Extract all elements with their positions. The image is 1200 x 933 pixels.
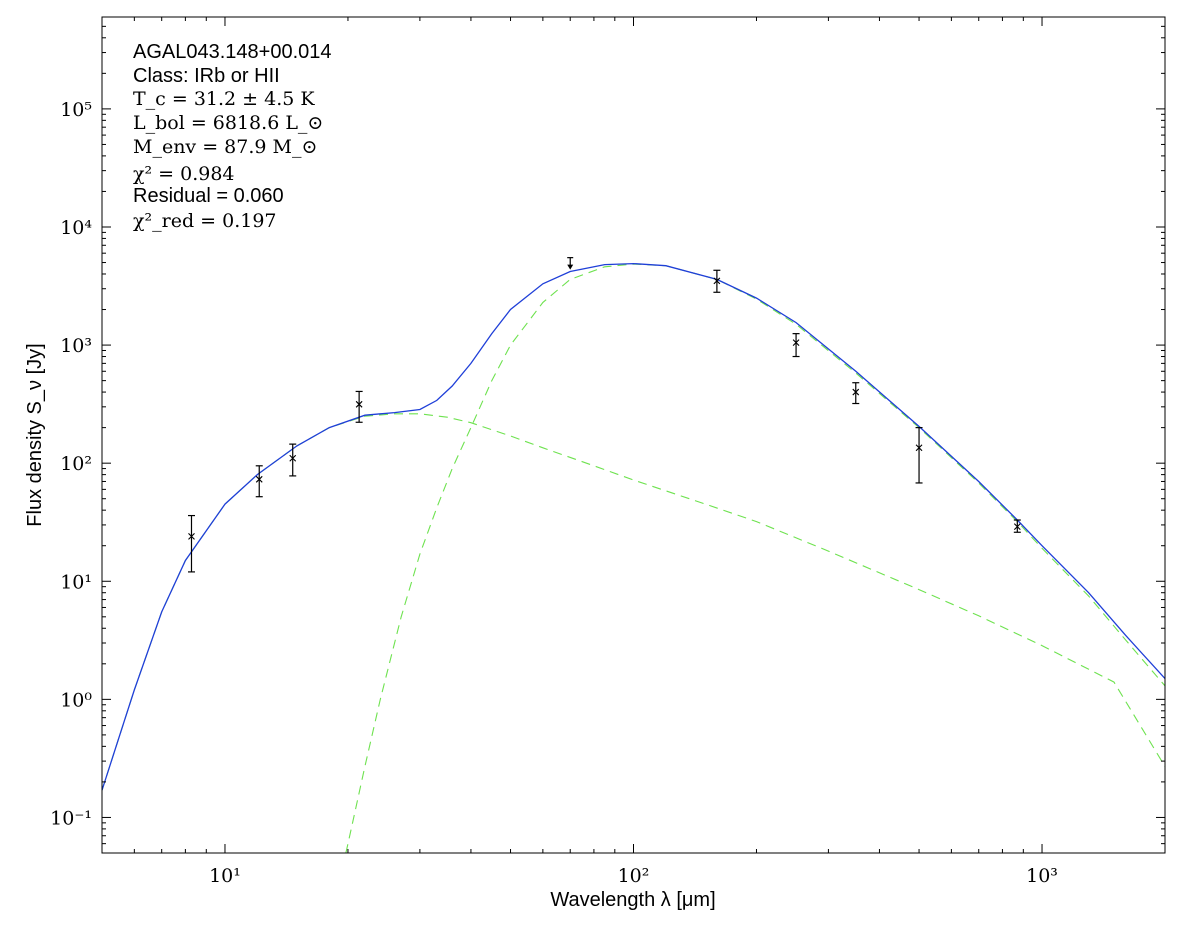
y-tick-label: 10² — [60, 453, 92, 475]
core-temperature: T_c = 31.2 ± 4.5 K — [133, 88, 315, 110]
data-point — [187, 514, 195, 573]
point-marker — [713, 277, 721, 285]
data-point — [1013, 519, 1021, 533]
y-tick-label: 10⁰ — [60, 689, 92, 711]
point-marker — [915, 444, 923, 452]
component-curve — [345, 263, 1165, 853]
point-marker — [255, 475, 263, 483]
data-points — [187, 257, 1021, 573]
x-tick-label: 10¹ — [209, 865, 241, 887]
component-curve — [102, 413, 1165, 791]
x-tick-label: 10³ — [1026, 865, 1058, 887]
data-point — [915, 427, 923, 484]
y-tick-label: 10¹ — [60, 571, 92, 593]
source-class: Class: IRb or HII — [133, 65, 280, 87]
total-model-curve — [102, 262, 1165, 791]
reduced-chi-squared: χ²_red = 0.197 — [133, 210, 277, 232]
point-marker — [852, 388, 860, 396]
y-tick-label: 10⁵ — [60, 99, 92, 121]
point-marker — [792, 339, 800, 346]
data-point — [792, 333, 800, 358]
data-point — [289, 443, 297, 477]
point-marker — [188, 532, 195, 540]
y-tick-label: 10³ — [60, 335, 92, 357]
y-tick-label: 10⁴ — [60, 217, 92, 239]
y-tick-label: 10⁻¹ — [50, 807, 92, 829]
data-point — [255, 465, 263, 498]
upper-limit-marker — [567, 257, 574, 270]
bolometric-luminosity: L_bol = 6818.6 L_⊙ — [133, 112, 324, 134]
envelope-mass: M_env = 87.9 M_⊙ — [133, 136, 318, 158]
x-tick-label: 10² — [618, 865, 650, 887]
model-curves — [102, 262, 1165, 853]
tick-labels: 10¹ 10² 10³ 10⁻¹ 10⁰ 10¹ 10² 10³ 10⁴ 10⁵ — [50, 99, 1058, 887]
axis-ticks — [101, 16, 1166, 854]
x-axis-label: Wavelength λ [μm] — [550, 889, 715, 911]
chi-squared: χ² = 0.984 — [133, 163, 235, 185]
source-name: AGAL043.148+00.014 — [133, 41, 332, 63]
point-marker — [355, 400, 363, 408]
residual: Residual = 0.060 — [133, 185, 284, 207]
point-marker — [289, 454, 297, 462]
data-point — [713, 269, 721, 293]
limit-arrow-icon — [567, 264, 574, 270]
plot-frame — [101, 16, 1166, 854]
data-point — [355, 390, 363, 423]
data-point — [852, 382, 860, 405]
y-axis-label: Flux density S_ν [Jy] — [24, 343, 46, 526]
point-marker — [1013, 523, 1021, 531]
